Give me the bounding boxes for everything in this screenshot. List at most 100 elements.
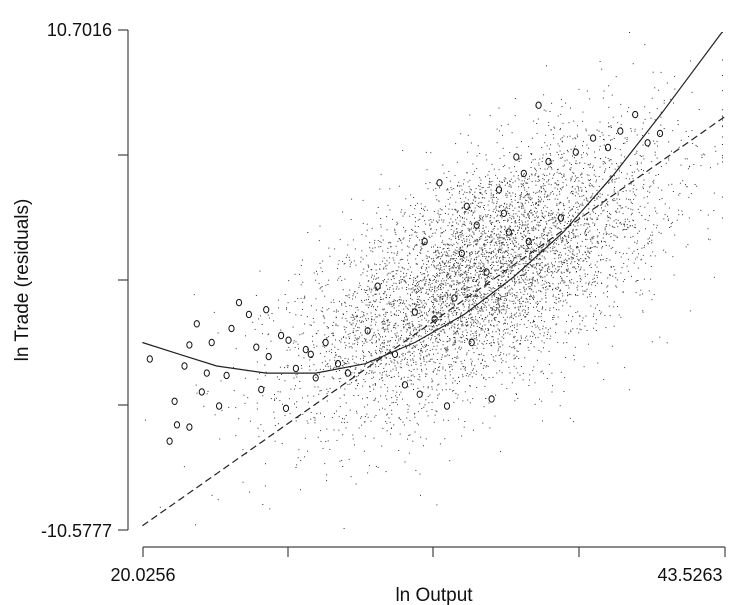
cloud-point <box>397 362 399 364</box>
cloud-point <box>527 313 529 315</box>
cloud-point <box>384 384 386 386</box>
cloud-point <box>504 286 506 288</box>
cloud-point <box>381 374 383 376</box>
cloud-point <box>478 255 480 257</box>
cloud-point <box>642 186 644 188</box>
cloud-point <box>441 303 442 305</box>
cloud-point <box>436 275 437 277</box>
cloud-point <box>416 422 418 424</box>
cloud-point <box>466 286 468 288</box>
cloud-point <box>590 179 591 181</box>
cloud-point <box>575 202 577 204</box>
cloud-point <box>488 236 490 238</box>
cloud-point <box>541 198 543 200</box>
cloud-point <box>545 243 547 245</box>
cloud-point <box>434 232 436 234</box>
cloud-point <box>442 310 444 312</box>
cloud-point <box>585 128 587 130</box>
cloud-point <box>459 190 461 192</box>
cloud-point <box>473 265 475 267</box>
cloud-point <box>465 266 467 268</box>
cloud-point <box>441 260 443 262</box>
cloud-point <box>371 378 373 379</box>
cloud-point <box>567 227 569 229</box>
cloud-point <box>574 261 576 263</box>
cloud-point <box>532 279 534 281</box>
cloud-point <box>390 340 392 342</box>
cloud-point <box>346 311 348 313</box>
cloud-point <box>608 181 610 183</box>
cloud-point <box>557 143 559 145</box>
cloud-point <box>379 363 381 365</box>
cloud-point <box>651 97 653 99</box>
cloud-point <box>459 267 461 269</box>
cloud-point <box>211 494 213 496</box>
cloud-point <box>499 309 501 311</box>
cloud-point <box>528 187 530 189</box>
cloud-point <box>407 268 409 270</box>
cloud-point <box>488 180 490 182</box>
cloud-point <box>336 439 338 441</box>
cloud-point <box>461 189 463 191</box>
cloud-point <box>375 278 377 280</box>
cloud-point <box>419 325 420 327</box>
cloud-point <box>499 248 501 250</box>
cloud-point <box>531 281 533 283</box>
cloud-point <box>389 421 391 423</box>
cloud-point <box>395 395 397 397</box>
cloud-point <box>588 283 590 284</box>
cloud-point <box>294 388 295 390</box>
cloud-point <box>620 316 622 318</box>
cloud-point <box>500 249 502 251</box>
cloud-point <box>622 207 623 209</box>
cloud-point <box>527 339 529 341</box>
cloud-point <box>343 362 345 364</box>
cloud-point <box>427 188 429 190</box>
cloud-point <box>455 291 457 293</box>
cloud-point <box>391 361 393 363</box>
cloud-point <box>482 268 484 270</box>
cloud-point <box>505 230 507 232</box>
cloud-point <box>408 405 410 407</box>
cloud-point <box>368 351 370 352</box>
cloud-point <box>617 194 619 196</box>
cloud-point <box>398 185 400 187</box>
cloud-point <box>269 508 271 510</box>
cloud-point <box>462 315 464 317</box>
cloud-point <box>503 353 505 355</box>
cloud-point <box>339 276 341 277</box>
cloud-point <box>433 259 435 261</box>
cloud-point <box>474 295 476 297</box>
cloud-point <box>409 379 411 381</box>
cloud-point <box>536 250 537 252</box>
cloud-point <box>523 215 525 217</box>
cloud-point <box>527 270 529 271</box>
cloud-point <box>506 388 508 389</box>
cloud-point <box>482 296 484 298</box>
cloud-point <box>433 302 435 304</box>
cloud-point <box>499 354 501 356</box>
cloud-point <box>456 210 458 212</box>
cloud-point <box>415 292 417 294</box>
cloud-point <box>488 321 490 323</box>
cloud-point <box>463 292 465 293</box>
cloud-point <box>567 216 569 218</box>
cloud-point <box>353 372 355 374</box>
cloud-point <box>505 207 507 209</box>
cloud-point <box>421 325 423 327</box>
cloud-point <box>359 282 360 284</box>
cloud-point <box>536 325 538 327</box>
cloud-point <box>384 323 386 325</box>
cloud-point <box>532 191 534 193</box>
cloud-point <box>586 217 588 219</box>
cloud-point <box>439 298 441 300</box>
cloud-point <box>464 368 466 370</box>
cloud-point <box>442 240 444 242</box>
cloud-point <box>359 336 361 338</box>
cloud-point <box>371 328 373 330</box>
cloud-point <box>487 328 489 330</box>
cloud-point <box>437 250 439 252</box>
cloud-point <box>560 113 562 115</box>
cloud-point <box>589 253 591 254</box>
cloud-point <box>529 239 531 241</box>
